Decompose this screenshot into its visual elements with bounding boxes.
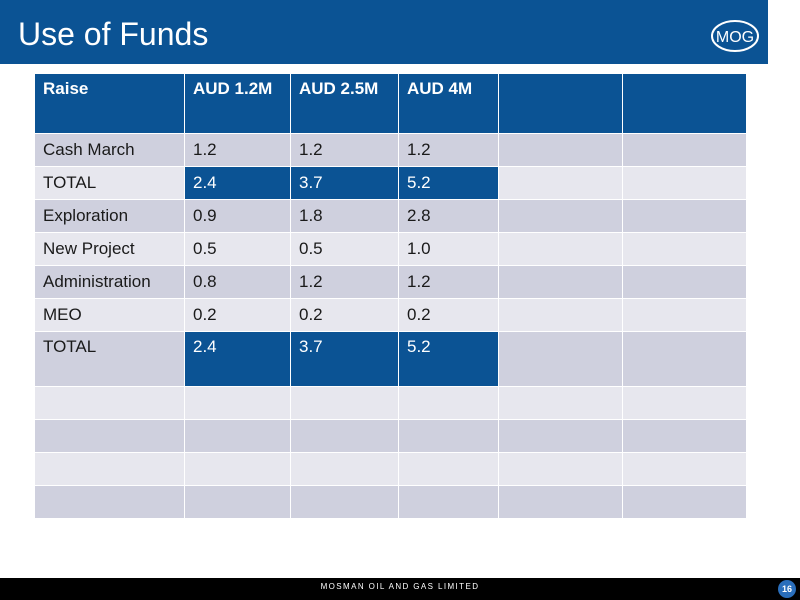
use-of-funds-table: Raise AUD 1.2M AUD 2.5M AUD 4M Cash Marc… xyxy=(34,73,747,519)
table-cell xyxy=(622,232,747,266)
header-cell-raise: Raise xyxy=(34,73,185,134)
header-cell-empty xyxy=(622,73,747,134)
table-cell xyxy=(34,419,185,453)
table-cell: 1.2 xyxy=(398,265,499,299)
table-cell: 1.8 xyxy=(290,199,399,233)
row-label: TOTAL xyxy=(34,331,185,387)
page-number-badge: 16 xyxy=(778,580,796,598)
slide-title: Use of Funds xyxy=(18,16,209,52)
table-row: MEO 0.2 0.2 0.2 xyxy=(34,298,747,332)
table-cell xyxy=(184,485,291,519)
table-cell xyxy=(184,386,291,420)
row-label: Exploration xyxy=(34,199,185,233)
table-row: New Project 0.5 0.5 1.0 xyxy=(34,232,747,266)
header-cell-aud-2-5m: AUD 2.5M xyxy=(290,73,399,134)
table-row: TOTAL 2.4 3.7 5.2 xyxy=(34,331,747,387)
row-label: Administration xyxy=(34,265,185,299)
mog-logo-icon: MOG xyxy=(711,20,759,52)
table-cell xyxy=(498,485,623,519)
table-cell xyxy=(498,166,623,200)
table-cell-highlight: 5.2 xyxy=(398,331,499,387)
table-cell: 1.2 xyxy=(290,133,399,167)
table-cell xyxy=(622,331,747,387)
table-row: TOTAL 2.4 3.7 5.2 xyxy=(34,166,747,200)
table-cell xyxy=(498,331,623,387)
title-bar: Use of Funds MOG xyxy=(0,0,768,64)
table-row xyxy=(34,386,747,420)
row-label: MEO xyxy=(34,298,185,332)
header-cell-empty xyxy=(498,73,623,134)
table-cell: 0.5 xyxy=(290,232,399,266)
table-cell xyxy=(498,386,623,420)
table-cell xyxy=(398,485,499,519)
table-cell xyxy=(398,452,499,486)
table-cell: 0.2 xyxy=(184,298,291,332)
table-cell xyxy=(622,452,747,486)
row-label: Cash March xyxy=(34,133,185,167)
table-cell xyxy=(398,419,499,453)
table-cell: 2.8 xyxy=(398,199,499,233)
table-cell: 0.2 xyxy=(290,298,399,332)
table-row xyxy=(34,485,747,519)
footer-company-name: MOSMAN OIL AND GAS LIMITED xyxy=(320,582,480,591)
table-cell xyxy=(498,265,623,299)
table-cell: 1.2 xyxy=(290,265,399,299)
table-cell xyxy=(622,166,747,200)
table-cell xyxy=(622,419,747,453)
table-cell: 1.0 xyxy=(398,232,499,266)
table-cell: 0.8 xyxy=(184,265,291,299)
table-row: Cash March 1.2 1.2 1.2 xyxy=(34,133,747,167)
footer-bar: MOSMAN OIL AND GAS LIMITED 16 xyxy=(0,578,800,600)
table-cell: 0.9 xyxy=(184,199,291,233)
table-cell xyxy=(34,452,185,486)
table-row xyxy=(34,452,747,486)
table-header-row: Raise AUD 1.2M AUD 2.5M AUD 4M xyxy=(34,73,747,134)
table-cell xyxy=(290,452,399,486)
table-cell xyxy=(34,386,185,420)
table-cell xyxy=(290,419,399,453)
table-cell: 0.2 xyxy=(398,298,499,332)
header-cell-aud-1-2m: AUD 1.2M xyxy=(184,73,291,134)
table-cell xyxy=(622,199,747,233)
table-cell xyxy=(622,133,747,167)
table-cell xyxy=(184,452,291,486)
table-cell: 1.2 xyxy=(398,133,499,167)
table-cell-highlight: 2.4 xyxy=(184,166,291,200)
table-cell-highlight: 2.4 xyxy=(184,331,291,387)
table-cell: 0.5 xyxy=(184,232,291,266)
table-cell xyxy=(184,419,291,453)
table-cell-highlight: 3.7 xyxy=(290,331,399,387)
table-cell xyxy=(34,485,185,519)
row-label: TOTAL xyxy=(34,166,185,200)
table-cell xyxy=(498,419,623,453)
table-cell-highlight: 5.2 xyxy=(398,166,499,200)
table-cell: 1.2 xyxy=(184,133,291,167)
table-cell xyxy=(622,485,747,519)
table-cell xyxy=(498,199,623,233)
table-cell xyxy=(498,133,623,167)
header-cell-aud-4m: AUD 4M xyxy=(398,73,499,134)
table-cell xyxy=(622,386,747,420)
logo-text: MOG xyxy=(716,29,754,46)
table-cell xyxy=(398,386,499,420)
table-cell xyxy=(498,452,623,486)
header-accent-strip xyxy=(768,6,800,64)
table-row: Exploration 0.9 1.8 2.8 xyxy=(34,199,747,233)
table-cell xyxy=(290,386,399,420)
row-label: New Project xyxy=(34,232,185,266)
table-cell xyxy=(498,232,623,266)
table-cell xyxy=(622,265,747,299)
table-cell-highlight: 3.7 xyxy=(290,166,399,200)
table-cell xyxy=(290,485,399,519)
table-cell xyxy=(622,298,747,332)
table-row xyxy=(34,419,747,453)
table-row: Administration 0.8 1.2 1.2 xyxy=(34,265,747,299)
table-cell xyxy=(498,298,623,332)
